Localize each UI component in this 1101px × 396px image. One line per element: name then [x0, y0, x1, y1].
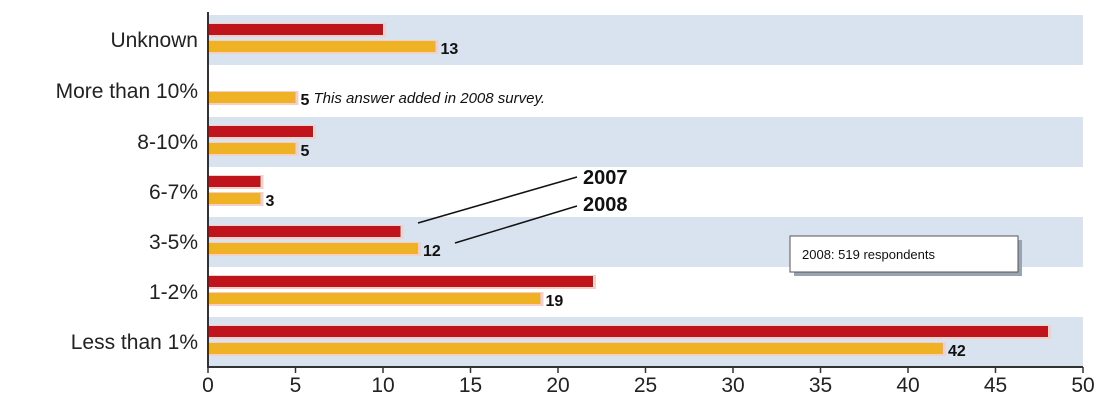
bar-2007	[208, 176, 261, 187]
leader-line-2007	[417, 176, 578, 224]
bar-2008	[208, 41, 436, 52]
x-ticks: 0 5 10 15 20 25 30 35 40 45 50	[202, 367, 1095, 396]
category-labels: Unknown More than 10% 8-10% 6-7% 3-5% 1-2% Les…	[56, 29, 198, 354]
band-2	[208, 117, 1083, 167]
category-label: More than 10%	[56, 80, 198, 103]
x-tick-label: 20	[546, 374, 569, 396]
x-tick-label: 10	[371, 374, 394, 396]
respondents-text: 2008: 519 respondents	[802, 247, 935, 262]
x-tick-label: 40	[896, 374, 919, 396]
data-label: 19	[546, 293, 564, 310]
bar-2008	[208, 343, 943, 354]
category-label: Less than 1%	[71, 331, 198, 354]
bar-2007	[208, 126, 313, 137]
category-label: 1-2%	[149, 281, 198, 304]
x-tick-label: 35	[809, 374, 832, 396]
x-tick-label: 15	[459, 374, 482, 396]
bar-2007	[208, 24, 383, 35]
bars	[208, 23, 1051, 356]
data-label: 5	[301, 143, 310, 160]
bar-2007	[208, 226, 401, 237]
bar-2007	[208, 276, 593, 287]
bar-2008	[208, 143, 296, 154]
x-tick-label: 0	[202, 374, 214, 396]
x-tick-label: 25	[634, 374, 657, 396]
data-label: 13	[441, 41, 459, 58]
value-labels: 13 5 5 3 12 19 42	[266, 41, 966, 360]
category-label: 3-5%	[149, 231, 198, 254]
category-bands	[208, 15, 1083, 367]
series-label-2007: 2007	[583, 167, 628, 189]
respondents-box: 2008: 519 respondents	[789, 235, 1022, 276]
category-label: Unknown	[110, 29, 198, 52]
x-tick-label: 30	[721, 374, 744, 396]
data-label: 42	[948, 343, 966, 360]
x-tick-label: 5	[290, 374, 302, 396]
leader-line-2008	[454, 205, 578, 244]
bar-2008	[208, 92, 296, 103]
bar-2008	[208, 293, 541, 304]
bar-2007	[208, 326, 1048, 337]
data-label: 12	[423, 243, 441, 260]
x-tick-label: 50	[1071, 374, 1094, 396]
category-label: 6-7%	[149, 181, 198, 204]
data-label: 3	[266, 193, 275, 210]
data-label: 5	[301, 92, 310, 109]
bar-2008	[208, 243, 418, 254]
series-label-2008: 2008	[583, 194, 628, 216]
x-tick-label: 45	[984, 374, 1007, 396]
survey-note: This answer added in 2008 survey.	[314, 90, 546, 107]
category-label: 8-10%	[137, 131, 198, 154]
bar-2008	[208, 193, 261, 204]
